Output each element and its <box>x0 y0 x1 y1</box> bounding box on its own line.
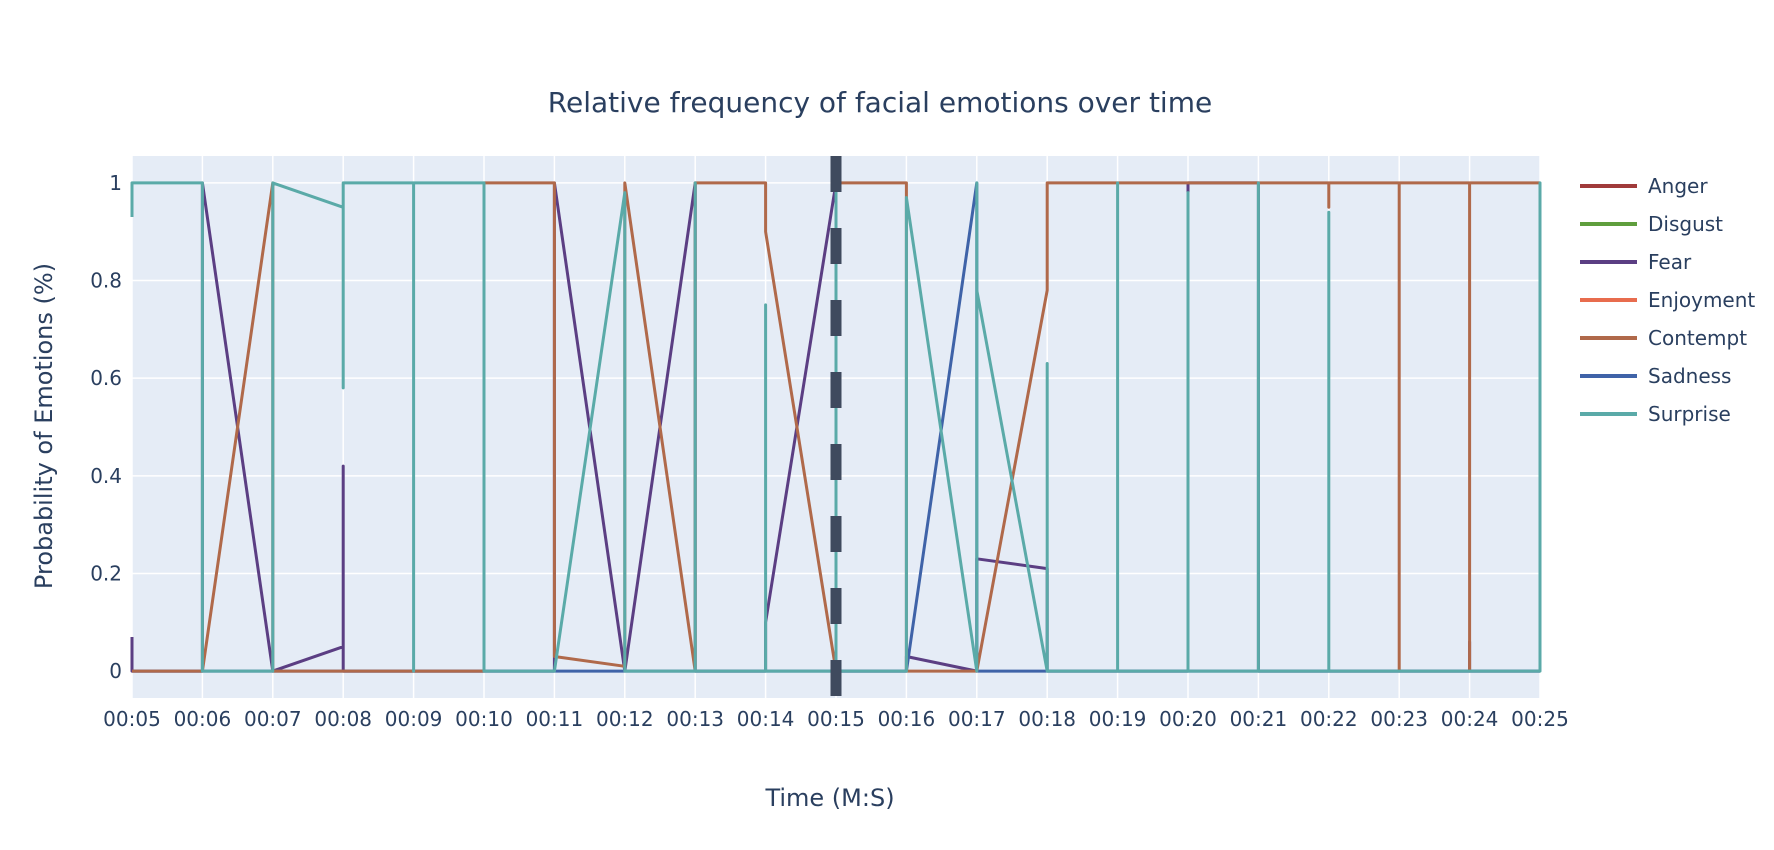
legend-label-anger: Anger <box>1648 174 1708 198</box>
x-tick-label: 00:12 <box>596 707 654 731</box>
y-axis-title: Probability of Emotions (%) <box>30 263 58 589</box>
x-tick-label: 00:18 <box>1018 707 1076 731</box>
x-tick-label: 00:10 <box>455 707 513 731</box>
x-tick-label: 00:08 <box>314 707 372 731</box>
y-tick-label: 0.6 <box>90 366 122 390</box>
legend-label-surprise: Surprise <box>1648 402 1731 426</box>
x-tick-label: 00:16 <box>878 707 936 731</box>
legend-label-disgust: Disgust <box>1648 212 1723 236</box>
x-tick-label: 00:21 <box>1230 707 1288 731</box>
x-tick-label: 00:15 <box>807 707 865 731</box>
x-tick-label: 00:20 <box>1159 707 1217 731</box>
y-tick-label: 0 <box>109 659 122 683</box>
legend-label-sadness: Sadness <box>1648 364 1731 388</box>
x-tick-label: 00:09 <box>385 707 443 731</box>
x-tick-label: 00:11 <box>526 707 584 731</box>
x-axis-title: Time (M:S) <box>764 784 894 812</box>
y-tick-label: 0.8 <box>90 269 122 293</box>
y-tick-label: 1 <box>109 171 122 195</box>
legend: Anger Disgust Fear Enjoyment Contempt Sadness… <box>1580 174 1755 426</box>
chart-title: Relative frequency of facial emotions ov… <box>548 86 1212 119</box>
x-tick-label: 00:14 <box>737 707 795 731</box>
legend-label-contempt: Contempt <box>1648 326 1747 350</box>
x-tick-label: 00:22 <box>1300 707 1358 731</box>
y-axis-ticks: 0 0.2 0.4 0.6 0.8 1 <box>90 171 122 683</box>
x-tick-label: 00:17 <box>948 707 1006 731</box>
x-tick-label: 00:05 <box>103 707 161 731</box>
y-tick-label: 0.4 <box>90 464 122 488</box>
x-axis-ticks: 00:05 00:06 00:07 00:08 00:09 00:10 00:11 00:12… <box>103 707 1569 731</box>
legend-label-enjoyment: Enjoyment <box>1648 288 1755 312</box>
x-tick-label: 00:19 <box>1089 707 1147 731</box>
x-tick-label: 00:25 <box>1511 707 1569 731</box>
x-tick-label: 00:23 <box>1370 707 1428 731</box>
y-tick-label: 0.2 <box>90 561 122 585</box>
x-tick-label: 00:07 <box>244 707 302 731</box>
legend-label-fear: Fear <box>1648 250 1692 274</box>
x-tick-label: 00:24 <box>1441 707 1499 731</box>
x-tick-label: 00:13 <box>666 707 724 731</box>
x-tick-label: 00:06 <box>174 707 232 731</box>
